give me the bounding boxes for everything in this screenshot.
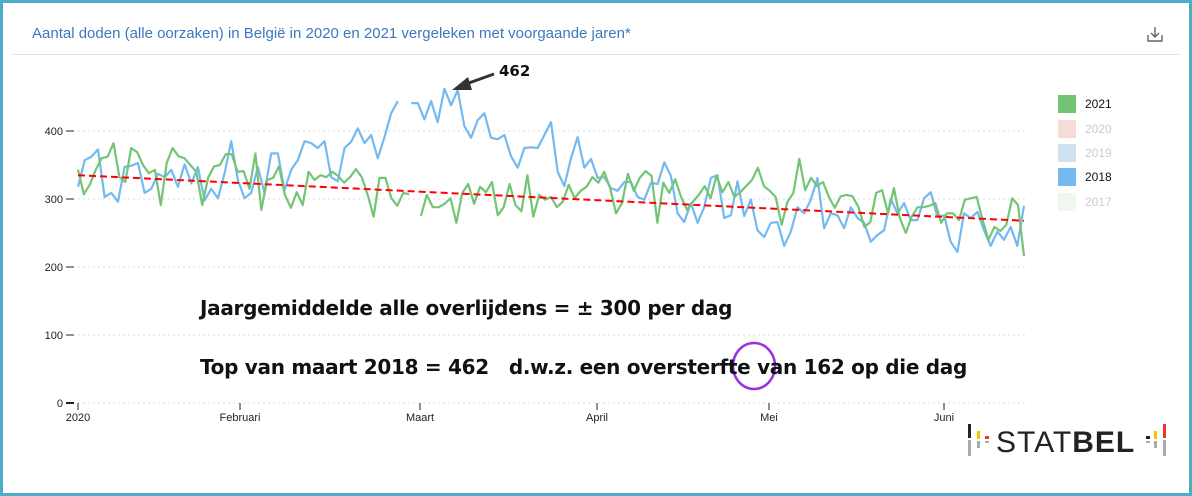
download-icon[interactable] bbox=[1145, 24, 1165, 44]
legend-label: 2017 bbox=[1085, 194, 1112, 209]
trend-line bbox=[77, 174, 1025, 222]
annotation-average: Jaargemiddelde alle overlijdens = ± 300 … bbox=[200, 296, 733, 320]
x-tick-label: Maart bbox=[406, 412, 434, 424]
annotation-text: op die dag bbox=[844, 355, 967, 379]
x-tick-label: Juni bbox=[934, 412, 954, 424]
highlight-circle bbox=[731, 341, 777, 391]
x-tick-label: April bbox=[586, 412, 608, 424]
svg-text:STATBEL: STATBEL bbox=[996, 426, 1135, 459]
x-tick-label: Februari bbox=[220, 412, 261, 424]
y-tick-label: 0 bbox=[57, 398, 63, 410]
legend-item-2021[interactable]: 2021 bbox=[1058, 92, 1112, 116]
annotation-text: Top van maart 2018 = 462 d.w.z. een over… bbox=[200, 355, 804, 379]
legend-swatch bbox=[1058, 168, 1076, 187]
legend-item-2019[interactable]: 2019 bbox=[1058, 141, 1112, 165]
x-tick-label: Mei bbox=[760, 412, 778, 424]
legend-swatch bbox=[1058, 143, 1076, 162]
y-tick-label: 300 bbox=[45, 194, 63, 206]
legend-swatch bbox=[1058, 192, 1076, 211]
legend-swatch bbox=[1058, 95, 1076, 114]
header-divider bbox=[12, 54, 1180, 55]
y-tick-label: 200 bbox=[45, 262, 63, 274]
peak-arrow-head bbox=[452, 77, 472, 90]
legend-item-2018[interactable]: 2018 bbox=[1058, 165, 1112, 189]
legend-label: 2020 bbox=[1085, 121, 1112, 136]
peak-label: 462 bbox=[499, 62, 530, 80]
series-line-2021 bbox=[76, 142, 1026, 257]
legend-item-2020[interactable]: 2020 bbox=[1058, 116, 1112, 140]
x-tick-label: 2020 bbox=[66, 412, 90, 424]
statbel-logo: STATBEL bbox=[968, 424, 1166, 459]
y-tick-label: 100 bbox=[45, 330, 63, 342]
annotation-circled-value: 162 bbox=[803, 355, 845, 379]
chart-title: Aantal doden (alle oorzaken) in België i… bbox=[32, 25, 631, 42]
y-tick-label: 400 bbox=[45, 126, 63, 138]
legend-label: 2019 bbox=[1085, 145, 1112, 160]
legend-item-2017[interactable]: 2017 bbox=[1058, 190, 1112, 214]
legend-swatch bbox=[1058, 119, 1076, 138]
series-line-2018 bbox=[76, 87, 1026, 254]
peak-arrow bbox=[465, 72, 495, 86]
legend: 2021 2020 2019 2018 2017 bbox=[1058, 92, 1112, 214]
annotation-peak: Top van maart 2018 = 462 d.w.z. een over… bbox=[200, 355, 967, 379]
legend-label: 2021 bbox=[1085, 97, 1112, 112]
legend-label: 2018 bbox=[1085, 170, 1112, 185]
